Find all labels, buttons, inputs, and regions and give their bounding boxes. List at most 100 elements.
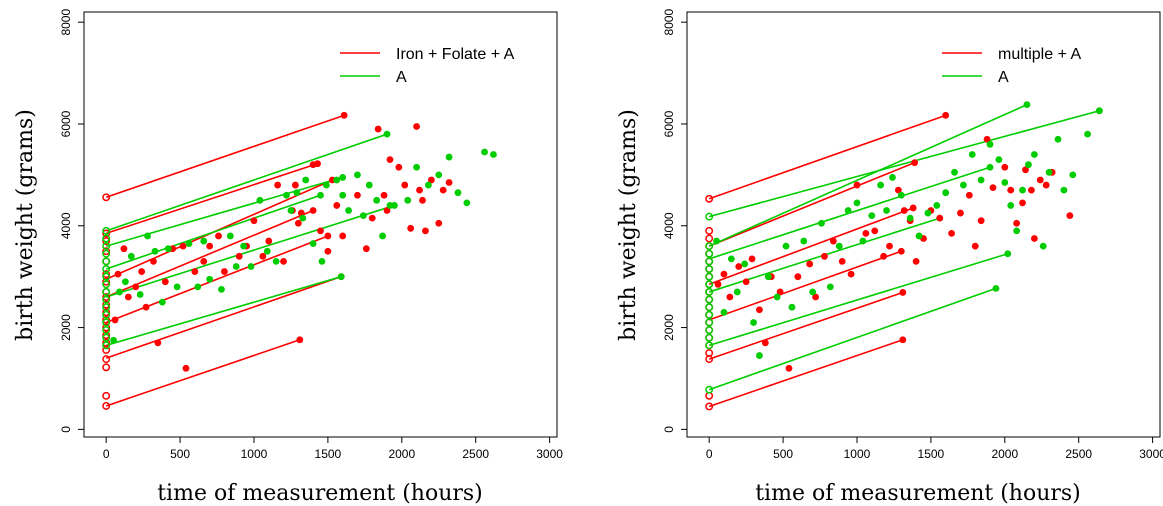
left-green-line-end-point [339, 174, 347, 181]
left-red-data-point [250, 217, 258, 225]
right-red-data-point [965, 191, 973, 199]
left-red-data-point [435, 219, 443, 227]
right-scatter-plot: 0 500 1000 1500 2000 2500 3000 0 2000 4000 6000 80… [616, 9, 1163, 506]
right-x-tick-label: 500 [773, 447, 793, 461]
right-red-data-point [1007, 186, 1015, 194]
left-green-birth-point [102, 242, 111, 251]
right-green-data-point [897, 191, 905, 199]
left-green-data-point [302, 176, 310, 184]
right-birth-points [705, 101, 1103, 411]
left-green-data-point [272, 258, 280, 265]
left-green-data-point [218, 285, 225, 293]
right-green-data-point [809, 288, 817, 296]
right-green-birth-point [705, 318, 714, 327]
left-red-data-point [317, 227, 324, 235]
right-x-tick-label: 0 [706, 447, 713, 461]
left-green-data-point [232, 263, 240, 270]
right-y-tick-label: 8000 [662, 9, 676, 36]
right-green-data-point [1095, 107, 1103, 115]
left-red-birth-point [102, 315, 111, 324]
right-red-data-point [900, 207, 908, 214]
left-red-data-point [191, 268, 199, 275]
right-green-birth-point [705, 303, 714, 312]
right-red-data-point [948, 230, 955, 237]
left-red-data-point [111, 316, 119, 324]
right-red-birth-point [705, 402, 714, 411]
left-green-data-point [287, 207, 295, 214]
left-x-axis: 0 500 1000 1500 2000 2500 3000 [103, 436, 563, 461]
right-green-data-point [741, 260, 749, 268]
left-red-data-point [333, 202, 341, 209]
right-green-data-point [720, 308, 728, 316]
right-green-data-point [877, 181, 885, 189]
left-green-birth-point [102, 333, 111, 342]
left-green-birth-point [102, 226, 111, 235]
right-red-data-point [847, 270, 855, 278]
left-red-line-end-point [324, 232, 332, 240]
right-green-data-point [800, 237, 808, 245]
right-red-line-end-point [897, 247, 905, 255]
right-red-data-point [1028, 186, 1035, 194]
right-green-data-point [782, 242, 790, 250]
left-green-birth-point [102, 280, 111, 289]
left-green-data-point [164, 245, 172, 253]
left-red-data-point [324, 247, 332, 255]
right-red-data-point [1036, 176, 1044, 184]
right-red-data-point [862, 230, 870, 237]
right-x-tick-label: 1000 [844, 447, 871, 461]
left-green-birth-point [102, 257, 111, 266]
right-green-data-point [756, 352, 763, 359]
left-red-data-point [354, 191, 361, 199]
left-plot-frame [83, 11, 558, 438]
left-green-data-point [404, 196, 412, 204]
right-red-birth-point [705, 234, 714, 243]
right-red-data-point [989, 184, 997, 191]
left-red-birth-point [102, 293, 111, 301]
right-x-tick-label: 1500 [918, 447, 945, 461]
left-green-data-point [490, 151, 497, 158]
left-green-data-point [354, 171, 361, 179]
right-red-data-point [1066, 212, 1074, 219]
right-green-birth-point [705, 265, 714, 273]
right-red-data-point [806, 260, 814, 268]
left-green-data-point [206, 275, 214, 283]
left-red-data-point [259, 252, 267, 260]
right-red-data-point [821, 252, 828, 260]
left-green-birth-point [102, 287, 111, 296]
left-red-data-point [150, 258, 157, 265]
right-y-axis: 0 2000 4000 6000 8000 [662, 9, 688, 433]
left-green-data-point [185, 240, 193, 247]
left-red-data-point [124, 293, 132, 301]
right-red-birth-point [705, 226, 714, 235]
left-green-data-point [373, 196, 381, 204]
right-green-birth-point [705, 295, 714, 304]
left-green-data-point [435, 171, 443, 179]
left-red-birth-point [102, 270, 111, 279]
left-red-data-point [142, 303, 150, 311]
left-green-birth-point [102, 295, 111, 304]
left-x-axis-title: time of measurement (hours) [157, 481, 483, 506]
right-y-tick-label: 2000 [662, 314, 676, 341]
left-y-tick-label: 2000 [59, 314, 73, 341]
left-green-data-point [339, 191, 347, 199]
right-red-data-point [1001, 163, 1009, 171]
left-green-birth-point [102, 310, 111, 319]
right-green-data-point [818, 219, 825, 227]
left-red-data-point [407, 224, 415, 232]
right-green-birth-point [705, 212, 714, 221]
right-red-data-point [776, 288, 784, 296]
right-red-data-point [838, 258, 846, 265]
left-green-trajectory-line [105, 275, 342, 347]
right-green-line-end-point [1023, 101, 1031, 109]
right-y-axis-title: birth weight (grams) [616, 109, 641, 341]
left-green-data-point [144, 232, 151, 240]
right-red-data-point [894, 186, 902, 194]
right-green-data-point [773, 293, 781, 301]
right-legend-green-label: A [998, 69, 1009, 86]
right-green-birth-point [705, 333, 714, 342]
right-green-data-point [924, 209, 932, 217]
left-red-trajectory-line [105, 162, 318, 235]
left-birth-points [102, 111, 398, 410]
right-green-data-point [764, 273, 772, 281]
left-green-birth-point [102, 303, 111, 312]
